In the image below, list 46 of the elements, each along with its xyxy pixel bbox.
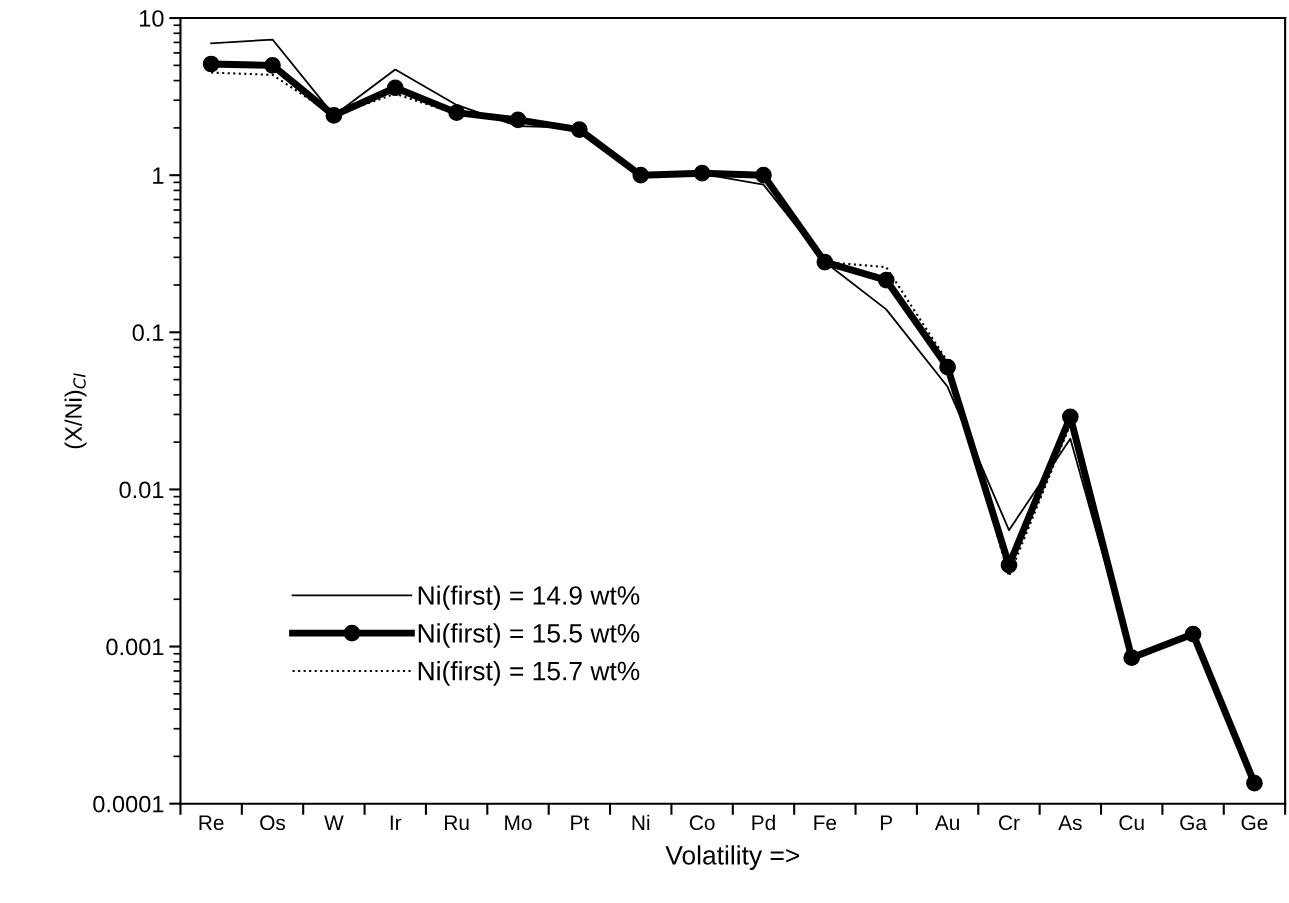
- point: [1123, 649, 1141, 666]
- x-tick-label: Mo: [505, 815, 532, 831]
- x-tick-label: P: [880, 815, 893, 830]
- x-tick-label: As: [1058, 815, 1082, 831]
- point: [202, 55, 220, 73]
- x-tick-label: Re: [199, 815, 224, 831]
- point: [816, 253, 834, 271]
- y-tick-label: 0.1: [132, 324, 164, 342]
- x-tick-label: Ge: [1241, 815, 1268, 831]
- point: [509, 111, 527, 129]
- point: [1062, 408, 1079, 426]
- x-axis-title: Volatility =>: [665, 845, 799, 870]
- point: [1246, 774, 1263, 792]
- x-tick-label: Ga: [1180, 815, 1207, 831]
- point: [1184, 625, 1202, 643]
- x-tick-label: Ru: [445, 815, 469, 831]
- y-axis-title: (X/Ni)$_{CI}$: [64, 373, 87, 449]
- point: [448, 104, 465, 121]
- legend-label: Ni(first) = 15.7 wt%: [418, 661, 640, 686]
- x-tick-label: Ir: [390, 815, 402, 830]
- x-tick-label: Fe: [814, 815, 837, 831]
- y-tick-label: 0.0001: [93, 795, 164, 813]
- y-tick-label: 1: [153, 167, 164, 184]
- point: [571, 121, 588, 138]
- point: [264, 57, 281, 74]
- point: [325, 107, 343, 124]
- point: [386, 79, 404, 97]
- point: [755, 166, 772, 184]
- x-tick-label: Cu: [1119, 815, 1144, 831]
- x-tick-label: Cr: [999, 815, 1020, 831]
- y-tick-label: 0.001: [106, 638, 164, 656]
- x-tick-label: Ni: [632, 814, 650, 830]
- x-tick-label: W: [324, 815, 344, 830]
- x-tick-label: Os: [260, 815, 286, 831]
- point: [632, 166, 650, 184]
- x-tick-label: Pd: [752, 814, 775, 831]
- y-tick-label: 10: [140, 10, 164, 27]
- point: [939, 358, 956, 376]
- point: [877, 271, 895, 289]
- x-tick-label: Au: [934, 815, 959, 831]
- legend-label: Ni(first) = 15.5 wt%: [418, 623, 640, 648]
- x-tick-label: Pt: [571, 815, 590, 831]
- legend-label: Ni(first) = 14.9 wt%: [418, 585, 640, 611]
- point: [693, 164, 711, 182]
- y-tick-label: 0.01: [119, 481, 164, 499]
- x-tick-label: Co: [689, 815, 715, 831]
